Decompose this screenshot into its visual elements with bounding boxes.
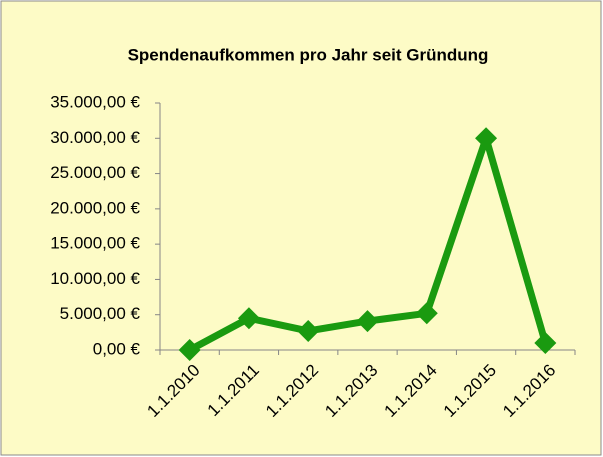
y-tick-label: 30.000,00 € — [50, 128, 140, 147]
point-marker — [475, 127, 498, 150]
y-tick-label: 20.000,00 € — [50, 198, 140, 217]
y-tick-label: 10.000,00 € — [50, 269, 140, 288]
point-marker — [356, 310, 379, 333]
y-tick-label: 35.000,00 € — [50, 92, 140, 111]
y-tick-label: 0,00 € — [93, 339, 141, 358]
point-marker — [237, 307, 260, 330]
y-tick-label: 25.000,00 € — [50, 163, 140, 182]
point-marker — [178, 339, 201, 361]
chart-title: Spendenaufkommen pro Jahr seit Gründung — [128, 45, 489, 64]
point-marker — [415, 302, 438, 325]
point-marker — [297, 319, 320, 342]
y-tick-label: 15.000,00 € — [50, 234, 140, 253]
y-tick-label: 5.000,00 € — [60, 304, 141, 323]
point-marker — [534, 331, 557, 354]
